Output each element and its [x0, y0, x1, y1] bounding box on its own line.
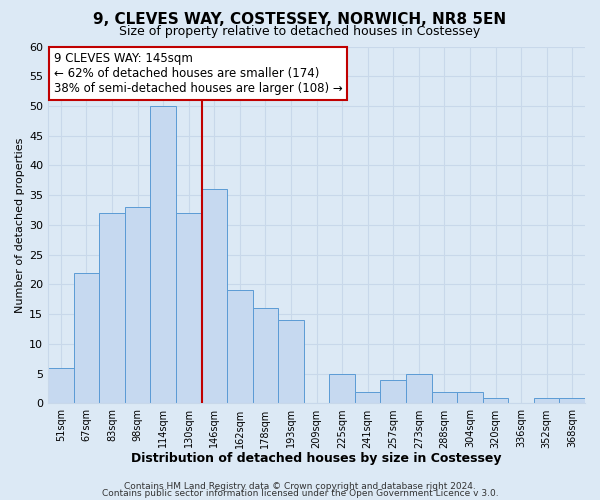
Text: Size of property relative to detached houses in Costessey: Size of property relative to detached ho… [119, 25, 481, 38]
Bar [176, 213, 202, 404]
Bar [99, 213, 125, 404]
Bar [278, 320, 304, 404]
Bar [457, 392, 483, 404]
Y-axis label: Number of detached properties: Number of detached properties [15, 138, 25, 312]
Text: Contains HM Land Registry data © Crown copyright and database right 2024.: Contains HM Land Registry data © Crown c… [124, 482, 476, 491]
Bar [431, 392, 457, 404]
Bar [253, 308, 278, 404]
Bar [74, 272, 99, 404]
Bar [355, 392, 380, 404]
Bar [202, 190, 227, 404]
Bar [151, 106, 176, 404]
Bar [406, 374, 431, 404]
X-axis label: Distribution of detached houses by size in Costessey: Distribution of detached houses by size … [131, 452, 502, 465]
Text: 9, CLEVES WAY, COSTESSEY, NORWICH, NR8 5EN: 9, CLEVES WAY, COSTESSEY, NORWICH, NR8 5… [94, 12, 506, 28]
Bar [559, 398, 585, 404]
Bar [125, 207, 151, 404]
Bar [227, 290, 253, 404]
Text: Contains public sector information licensed under the Open Government Licence v : Contains public sector information licen… [101, 489, 499, 498]
Text: 9 CLEVES WAY: 145sqm
← 62% of detached houses are smaller (174)
38% of semi-deta: 9 CLEVES WAY: 145sqm ← 62% of detached h… [53, 52, 342, 95]
Bar [48, 368, 74, 404]
Bar [534, 398, 559, 404]
Bar [329, 374, 355, 404]
Bar [483, 398, 508, 404]
Bar [380, 380, 406, 404]
